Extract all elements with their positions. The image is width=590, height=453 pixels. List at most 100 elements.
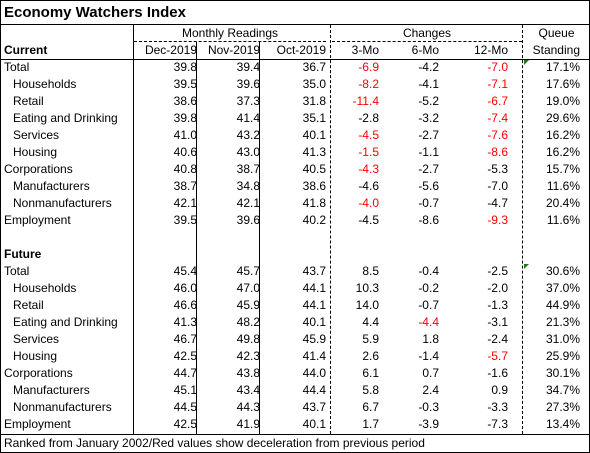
cell-dec: 39.5: [173, 77, 197, 91]
cell-oct: 40.2: [302, 213, 326, 227]
cell-queue: 16.2%: [545, 145, 580, 159]
cell-m6: -0.3: [418, 400, 439, 414]
row-label: Services: [13, 128, 60, 142]
row-label: Services: [13, 332, 60, 346]
cell-m12: -7.3: [487, 417, 508, 431]
row-label: Nonmanufacturers: [13, 400, 112, 414]
cell-oct: 40.1: [302, 417, 326, 431]
table-row: Eating and Drinking 39.8 41.4 35.1 -2.8 -3.2 -…: [1, 110, 589, 127]
changes-subheader-dash: [332, 41, 522, 42]
cell-m6: -4.2: [418, 60, 439, 74]
col-divider-dec: [196, 42, 197, 434]
table-row: Households 46.0 47.0 44.1 10.3 -0.2 -2.0 37.0%: [1, 280, 589, 297]
cell-m6: -0.2: [418, 281, 439, 295]
cell-queue: 29.6%: [545, 111, 580, 125]
header-divider: [1, 59, 589, 60]
row-label: Housing: [13, 349, 58, 363]
title-divider: [1, 24, 589, 25]
cell-nov: 38.7: [236, 162, 260, 176]
table-row: Manufacturers 45.1 43.4 44.4 5.8 2.4 0.9 34.7%: [1, 382, 589, 399]
cell-m3: 14.0: [355, 298, 379, 312]
cell-dec: 39.8: [173, 60, 197, 74]
cell-oct: 35.0: [302, 77, 326, 91]
cell-dec: 39.8: [173, 111, 197, 125]
cell-m12: -7.1: [487, 77, 508, 91]
cell-nov: 43.8: [236, 366, 260, 380]
header-6mo: 6-Mo: [411, 43, 439, 57]
col-divider-labels: [133, 25, 134, 434]
table-row: Households 39.5 39.6 35.0 -8.2 -4.1 -7.1 17.6%: [1, 76, 589, 93]
cell-queue: 37.0%: [545, 281, 580, 295]
footer-note: Ranked from January 2002/Red values show…: [4, 436, 425, 450]
row-label: Manufacturers: [13, 179, 90, 193]
cell-m6: -4.4: [418, 315, 439, 329]
cell-m3: 8.5: [362, 264, 379, 278]
table-row: Services 41.0 43.2 40.1 -4.5 -2.7 -7.6 16.2%: [1, 127, 589, 144]
cell-m12: -8.6: [487, 145, 508, 159]
cell-queue: 19.0%: [545, 94, 580, 108]
header-dec: Dec-2019: [144, 43, 197, 57]
cell-oct: 43.7: [302, 400, 326, 414]
cell-nov: 49.8: [236, 332, 260, 346]
cell-m3: -4.6: [358, 179, 379, 193]
cell-m12: -2.0: [487, 281, 508, 295]
cell-m6: 1.8: [422, 332, 439, 346]
row-label: Retail: [13, 298, 44, 312]
header-monthly-readings: Monthly Readings: [181, 26, 279, 40]
section-label-future: Future: [4, 247, 42, 261]
cell-dec: 45.4: [173, 264, 197, 278]
header-queue: Queue: [538, 26, 575, 40]
row-label: Retail: [13, 94, 44, 108]
cell-dec: 42.5: [173, 417, 197, 431]
cell-nov: 34.8: [236, 179, 260, 193]
row-label: Households: [13, 281, 77, 295]
table-row: Retail 38.6 37.3 31.8 -11.4 -5.2 -6.7 19.0%: [1, 93, 589, 110]
header-12mo: 12-Mo: [473, 43, 508, 57]
cell-m3: 5.9: [362, 332, 379, 346]
cell-m12: -1.6: [487, 366, 508, 380]
header-changes: Changes: [402, 26, 452, 40]
cell-m12: -3.1: [487, 315, 508, 329]
row-label: Nonmanufacturers: [13, 196, 112, 210]
cell-queue: 15.7%: [545, 162, 580, 176]
cell-m3: -1.5: [358, 145, 379, 159]
row-label: Corporations: [4, 162, 73, 176]
cell-oct: 41.8: [302, 196, 326, 210]
cell-m12: 0.9: [491, 383, 508, 397]
cell-dec: 41.0: [173, 128, 197, 142]
cell-m12: -5.7: [487, 349, 508, 363]
cell-m6: -0.7: [418, 298, 439, 312]
table-row: Corporations 44.7 43.8 44.0 6.1 0.7 -1.6 30.1%: [1, 365, 589, 382]
cell-m3: -4.5: [358, 128, 379, 142]
cell-m3: -6.9: [358, 60, 379, 74]
table-row: Housing 42.5 42.3 41.4 2.6 -1.4 -5.7 25.9%: [1, 348, 589, 365]
table-row: Corporations 40.8 38.7 40.5 -4.3 -2.7 -5.3 15.7…: [1, 161, 589, 178]
cell-nov: 48.2: [236, 315, 260, 329]
row-label: Manufacturers: [13, 383, 90, 397]
cell-m3: 6.7: [362, 400, 379, 414]
cell-nov: 41.4: [236, 111, 260, 125]
cell-nov: 43.2: [236, 128, 260, 142]
cell-oct: 44.4: [302, 383, 326, 397]
cell-dec: 46.0: [173, 281, 197, 295]
cell-m6: -5.6: [418, 179, 439, 193]
cell-nov: 43.0: [236, 145, 260, 159]
cell-m12: -7.0: [487, 60, 508, 74]
table-row: Total 39.8 39.4 36.7 -6.9 -4.2 -7.0 17.1%: [1, 59, 589, 76]
cell-m3: -4.5: [358, 213, 379, 227]
cell-queue: 13.4%: [545, 417, 580, 431]
row-label: Total: [4, 60, 30, 74]
cell-dec: 44.5: [173, 400, 197, 414]
subheader-row: Current Dec-2019 Nov-2019 Oct-2019 3-Mo …: [1, 42, 589, 59]
header-oct: Oct-2019: [276, 43, 326, 57]
cell-oct: 40.5: [302, 162, 326, 176]
row-label: Employment: [4, 213, 71, 227]
cell-queue: 17.1%: [545, 60, 580, 74]
cell-m12: -2.4: [487, 332, 508, 346]
cell-nov: 45.7: [236, 264, 260, 278]
cell-queue: 11.6%: [546, 179, 580, 193]
future-label-row: Future: [1, 246, 589, 263]
cell-m3: 10.3: [355, 281, 379, 295]
cell-oct: 41.3: [302, 145, 326, 159]
cell-nov: 39.6: [236, 213, 260, 227]
